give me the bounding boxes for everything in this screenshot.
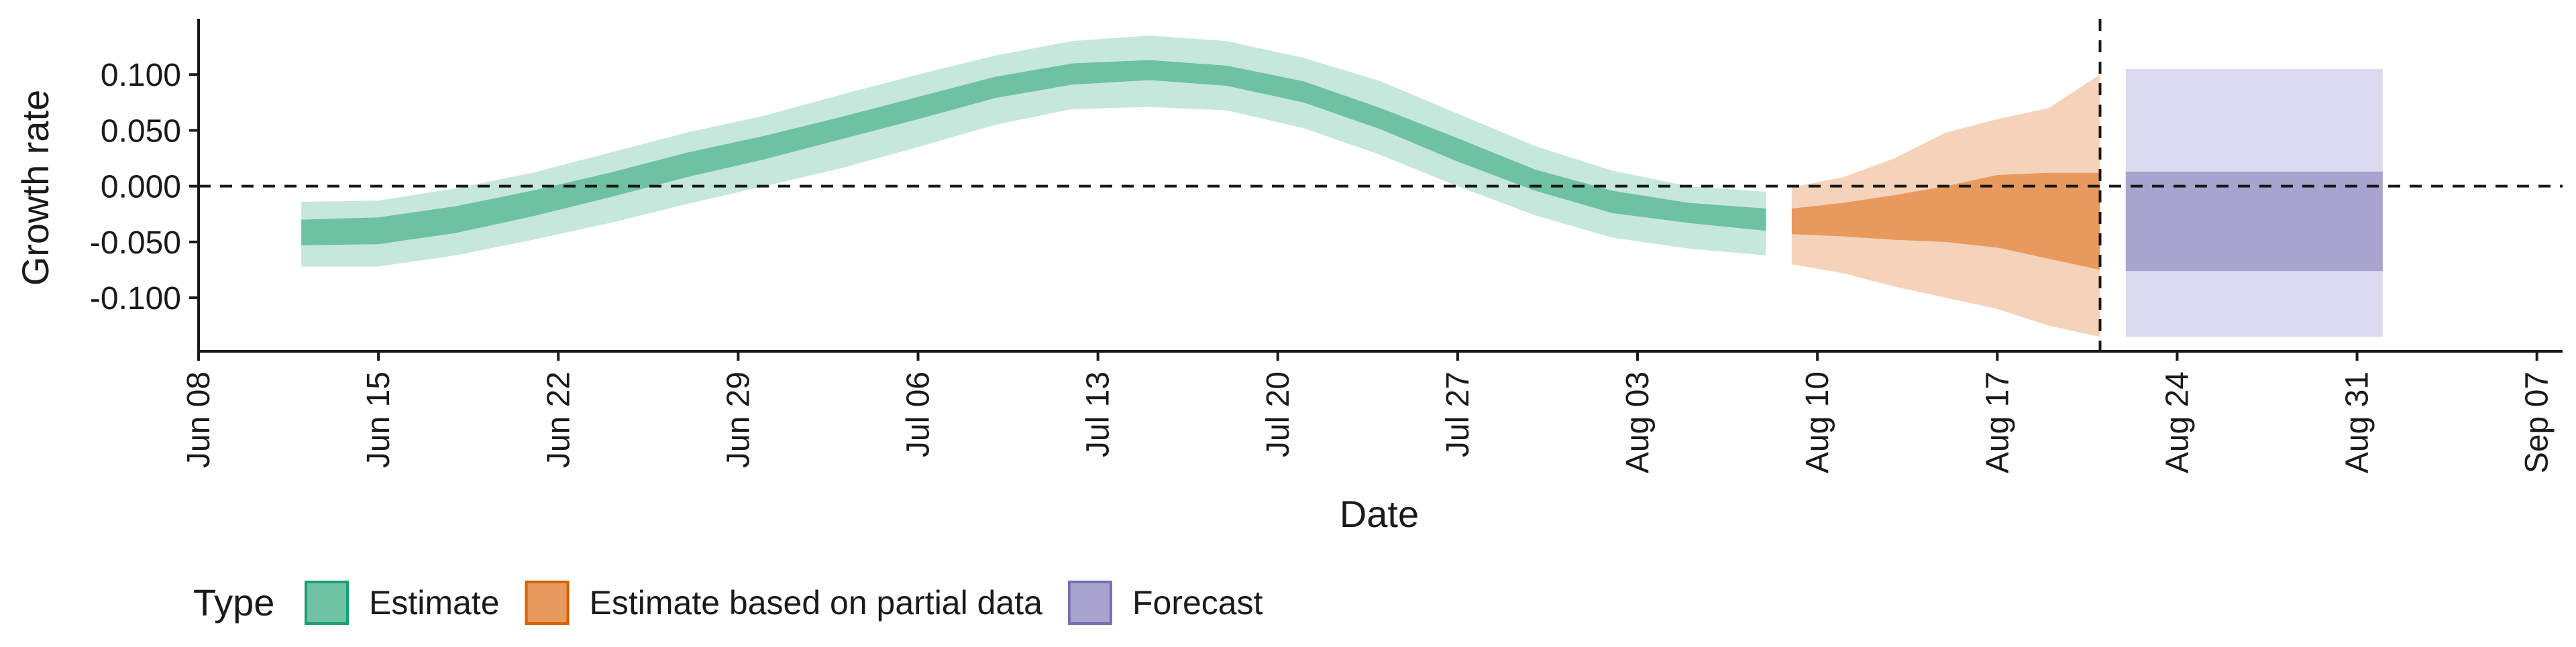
x-tick-label: Jun 08 [181, 371, 217, 468]
x-tick-label: Jul 27 [1440, 371, 1476, 457]
legend-title: Type [193, 581, 274, 624]
x-axis-title: Date [1340, 493, 1419, 535]
x-tick-label: Sep 07 [2520, 371, 2555, 473]
x-tick-label: Jul 20 [1260, 371, 1296, 457]
x-tick-label: Jun 15 [361, 371, 396, 468]
x-tick-label: Aug 17 [1980, 371, 2015, 473]
legend-items: Estimate Estimate based on partial data Fo… [305, 581, 1263, 625]
bands-layer [301, 36, 2383, 337]
forecast-inner-band [2125, 172, 2383, 272]
legend-swatch-forecast [1067, 581, 1112, 625]
legend-swatch-estimate [305, 581, 349, 625]
y-axis-title: Growth rate [14, 90, 56, 286]
x-tick-label: Aug 24 [2159, 371, 2195, 473]
estimate-based-on-partial-data-inner-band [1791, 172, 2100, 270]
legend-label-estimate-based-on-partial-data: Estimate based on partial data [590, 584, 1043, 622]
legend-swatch-estimate-based-on-partial-data [525, 581, 570, 625]
x-tick-label: Aug 10 [1800, 371, 1835, 473]
estimate-outer-band [301, 36, 1766, 267]
x-ticks: Jun 08 Jun 15 Jun 22 Jun 29 Jul 06 Jul 13 Jul … [181, 351, 2555, 473]
legend-label-estimate: Estimate [369, 584, 500, 622]
y-tick-label: 0.050 [101, 113, 181, 149]
x-tick-label: Jun 29 [720, 371, 756, 468]
reference-lines-layer [199, 19, 2563, 351]
x-tick-label: Jul 06 [901, 371, 936, 457]
y-tick-label: 0.100 [101, 58, 181, 93]
legend-label-forecast: Forecast [1132, 584, 1263, 622]
x-tick-label: Aug 31 [2340, 371, 2375, 473]
y-tick-label: 0.000 [101, 170, 181, 205]
x-tick-label: Jun 22 [541, 371, 576, 468]
estimate-inner-band [301, 60, 1766, 245]
y-tick-label: -0.050 [90, 225, 181, 261]
y-tick-label: -0.100 [90, 281, 181, 316]
y-ticks: 0.100 0.050 0.000 -0.050 -0.100 [90, 58, 199, 316]
x-tick-label: Aug 03 [1620, 371, 1656, 473]
x-tick-label: Jul 13 [1081, 371, 1116, 457]
legend: Type Estimate Estimate based on partial d… [193, 581, 1263, 625]
